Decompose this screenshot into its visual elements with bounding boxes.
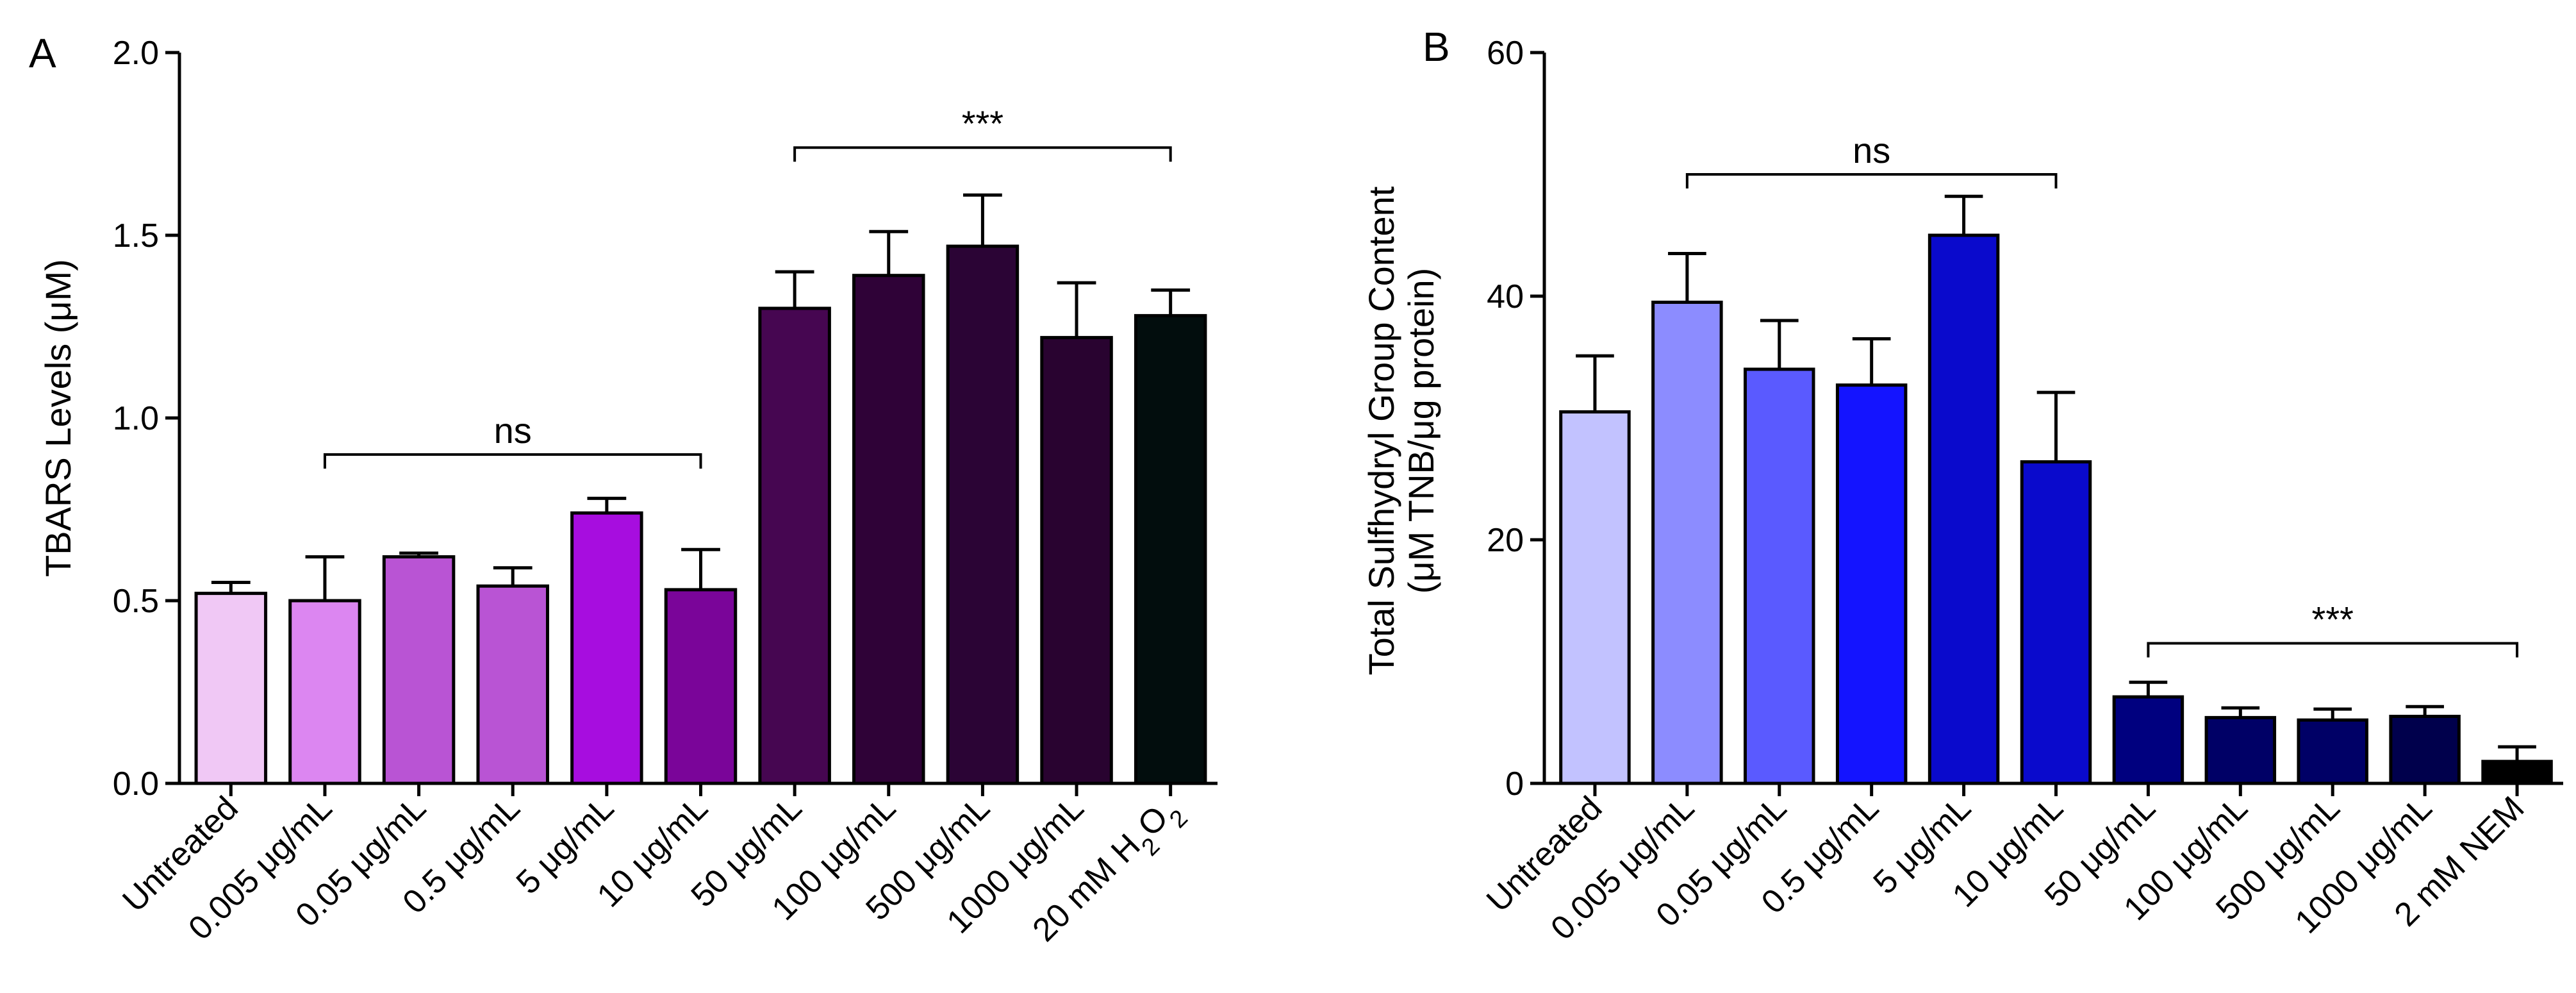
significance-label-1: *** bbox=[962, 103, 1003, 144]
bar-9 bbox=[2389, 715, 2461, 785]
bar-5 bbox=[664, 588, 738, 785]
bar-2 bbox=[1744, 367, 1815, 785]
y-tick-label: 0.0 bbox=[113, 765, 159, 803]
y-tick-label: 1.0 bbox=[113, 400, 159, 437]
significance-bracket-0 bbox=[323, 453, 702, 469]
bar-6 bbox=[758, 306, 831, 785]
bar-3 bbox=[476, 584, 549, 785]
panel-letter: B bbox=[1423, 24, 1450, 70]
significance-bracket-1 bbox=[2147, 642, 2519, 658]
bar-8 bbox=[946, 244, 1020, 785]
bar-0 bbox=[1559, 410, 1631, 785]
bar-3 bbox=[1835, 383, 1908, 785]
bar-5 bbox=[2020, 460, 2092, 785]
y-tick-label: 0.5 bbox=[113, 583, 159, 620]
y-axis-title-line: Total Sulfhydryl Group Content bbox=[1361, 186, 1401, 675]
y-tick-label: 2.0 bbox=[113, 35, 159, 72]
bar-7 bbox=[2204, 715, 2277, 785]
significance-label-1: *** bbox=[2312, 599, 2354, 640]
bar-1 bbox=[288, 599, 361, 785]
panel-letter: A bbox=[29, 30, 56, 76]
bar-1 bbox=[1651, 301, 1723, 785]
y-tick-label: 40 bbox=[1487, 278, 1524, 315]
bar-10 bbox=[2481, 760, 2553, 785]
significance-label-0: ns bbox=[1853, 130, 1890, 171]
bar-8 bbox=[2297, 718, 2368, 785]
bar-2 bbox=[382, 555, 456, 785]
bar-7 bbox=[852, 274, 925, 785]
y-tick-label: 60 bbox=[1487, 35, 1524, 72]
significance-label-0: ns bbox=[494, 410, 532, 451]
bar-6 bbox=[2112, 695, 2184, 785]
y-axis-title: TBARS Levels (μM) bbox=[38, 259, 78, 577]
bar-4 bbox=[1928, 233, 2000, 785]
bar-9 bbox=[1040, 336, 1113, 785]
significance-bracket-0 bbox=[1685, 173, 2058, 188]
y-axis-title-line: (μM TNB/μg protein) bbox=[1401, 268, 1441, 594]
y-tick-label: 20 bbox=[1487, 522, 1524, 559]
panel-b: B 0 20 40 60 Total Sulfhydryl Group Content (μ… bbox=[1361, 24, 2563, 947]
y-tick-label: 1.5 bbox=[113, 217, 159, 255]
y-tick-label: 0 bbox=[1505, 765, 1524, 803]
bar-4 bbox=[570, 511, 643, 785]
significance-bracket-1 bbox=[793, 146, 1172, 162]
bar-0 bbox=[194, 592, 268, 785]
bar-10 bbox=[1134, 313, 1207, 785]
